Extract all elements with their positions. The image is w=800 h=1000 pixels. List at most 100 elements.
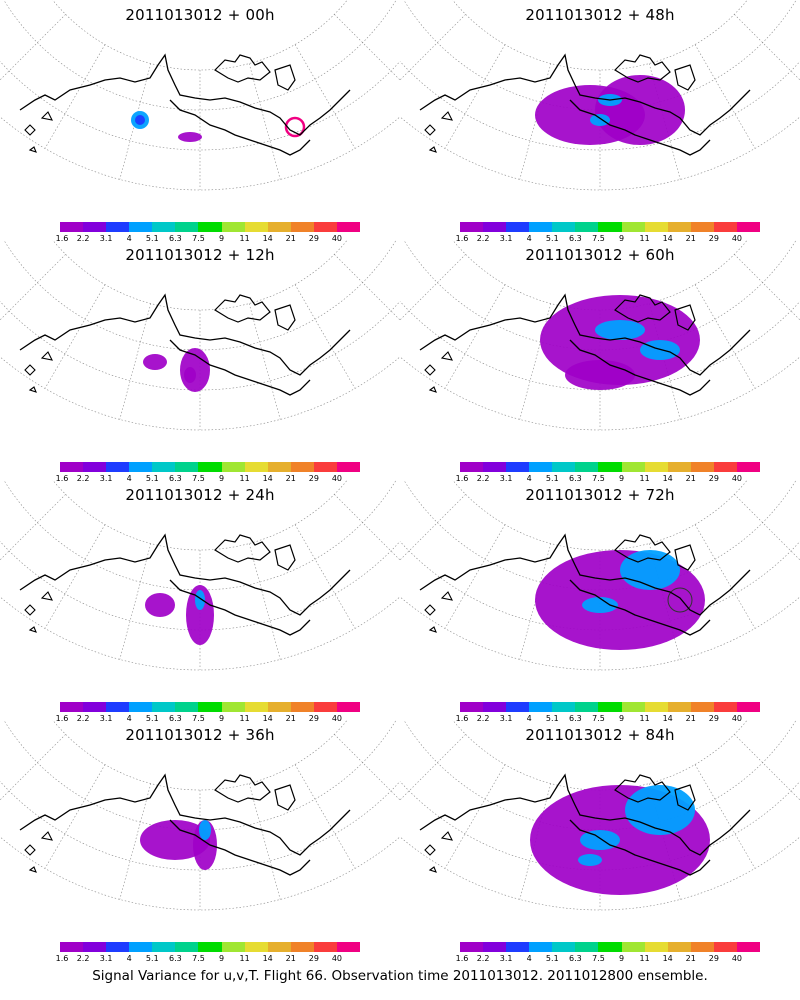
graticule-latitude [452,720,748,791]
graticule-meridian [734,734,800,801]
colorbar-tick-label: 7.5 [192,954,205,963]
graticule-meridian [400,0,435,35]
colorbar-ticks: 1.6 2.2 3.1 4 5.1 6.3 7.5 9 11 14 21 29 40 [456,474,760,484]
colorbar [60,942,361,952]
colorbar-tick-label: 14 [662,474,673,483]
colorbar-tick-label: 2.2 [76,474,90,483]
colorbar-tick-label: 3.1 [499,714,513,723]
variance-blob [620,550,680,590]
western-islands [424,111,453,153]
colorbar-tick-label: 4 [126,954,132,963]
colorbar-swatch [198,702,222,712]
map-panel-36h: 2011013012 + 36h 1.6 2.2 3.1 4 5.1 6.3 7.5 9 11 14… [0,720,400,963]
colorbar-swatch [460,942,484,952]
graticule-meridian [0,254,66,321]
graticule-meridian [334,14,400,81]
colorbar-tick-label: 6.3 [169,234,182,243]
colorbar-tick-label: 4 [126,474,132,483]
graticule-latitude [452,0,748,71]
colorbar-swatch [106,462,130,472]
colorbar-tick-label: 3.1 [499,234,513,243]
panel-title: 2011013012 + 12h [125,246,275,264]
arctic-islands [214,294,296,331]
colorbar-swatch [644,462,668,472]
colorbar-swatch [506,462,530,472]
graticule-meridian [365,480,400,515]
colorbar-swatch [152,222,176,232]
graticule-meridian [765,480,800,515]
colorbar-tick-label: 40 [731,714,743,723]
panel-title: 2011013012 + 84h [525,726,675,744]
graticule-meridian [400,494,466,561]
colorbar-tick-label: 3.1 [99,234,113,243]
variance-blob [193,820,217,870]
graticule-meridian [294,764,356,869]
colorbar-swatch [575,942,599,952]
colorbar [60,222,361,232]
western-islands [24,351,53,393]
colorbar-tick-label: 7.5 [592,234,605,243]
variance-blob [178,132,202,142]
polar-map [400,0,800,191]
colorbar-tick-label: 2.2 [476,234,490,243]
variance-blob [199,820,211,840]
polar-map [0,0,400,191]
colorbar-swatch [60,462,84,472]
colorbar-tick-label: 11 [639,474,650,483]
colorbar-swatch [460,222,484,232]
colorbar-tick-label: 21 [285,954,296,963]
graticule-latitude [52,720,348,791]
graticule-meridian [765,240,800,275]
variance-blob [535,550,705,650]
colorbar-tick-label: 4 [526,234,532,243]
arctic-islands [614,54,696,91]
colorbar-tick-label: 9 [218,954,225,963]
colorbar-tick-label: 14 [662,714,673,723]
colorbar-swatch [529,942,553,952]
colorbar-ticks: 1.6 2.2 3.1 4 5.1 6.3 7.5 9 11 14 21 29 40 [56,714,360,724]
coastline [169,339,311,396]
colorbar-tick-label: 7.5 [192,234,205,243]
graticule-latitude [0,540,400,631]
colorbar-tick-label: 21 [685,234,696,243]
graticule-meridian [0,480,35,515]
colorbar-swatch [621,462,645,472]
graticule-meridian [694,524,756,629]
colorbar-tick-label: 1.6 [55,474,69,483]
colorbar-swatch [575,462,599,472]
colorbar-tick-label: 7.5 [192,714,205,723]
colorbar-tick-label: 29 [308,234,319,243]
graticule-meridian [734,14,800,81]
graticule-meridian [44,764,106,869]
graticule-meridian [400,254,466,321]
coastline [19,533,351,616]
colorbar-swatch [736,222,761,232]
colorbar-tick-label: 3.1 [499,474,513,483]
graticule-meridian [44,524,106,629]
colorbar-tick-label: 4 [526,474,532,483]
graticule-meridian [248,63,281,180]
colorbar-tick-label: 4 [526,954,532,963]
colorbar-swatch [690,702,714,712]
colorbar-swatch [690,462,714,472]
colorbar-swatch [336,462,361,472]
graticule-meridian [0,0,35,35]
graticule-meridian [294,524,356,629]
colorbar-swatch [83,702,107,712]
colorbar-tick-label: 7.5 [592,714,605,723]
colorbar-swatch [529,222,553,232]
colorbar-tick-label: 5.1 [545,234,559,243]
western-islands [24,831,53,873]
colorbar [460,462,761,472]
colorbar-tick-label: 11 [239,234,250,243]
colorbar-tick-label: 3.1 [99,954,113,963]
colorbar-swatch [106,702,130,712]
variance-blob [595,320,645,340]
graticule-meridian [294,44,356,149]
colorbar-swatch [175,702,199,712]
coastline [169,819,311,876]
colorbar-tick-label: 1.6 [455,954,469,963]
graticule-meridian [0,720,35,755]
colorbar-swatch [575,222,599,232]
graticule-meridian [734,494,800,561]
